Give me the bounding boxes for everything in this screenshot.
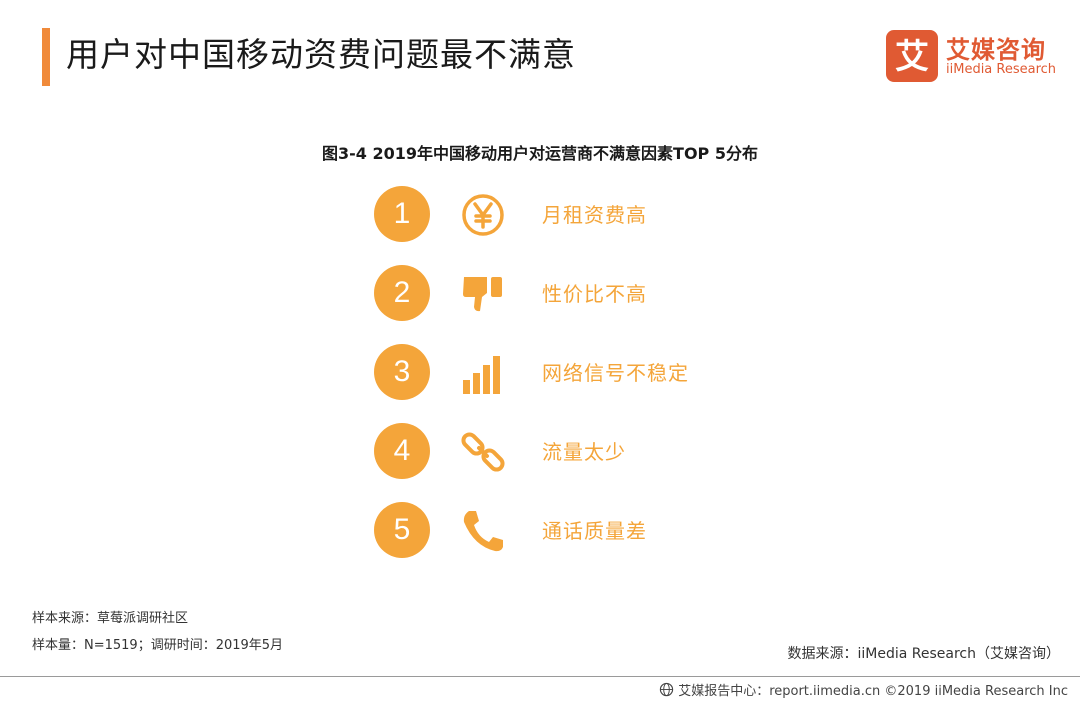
title-accent-bar <box>42 28 50 86</box>
footer-text: 艾媒报告中心：report.iimedia.cn ©2019 iiMedia R… <box>678 684 1068 699</box>
yen-coin-icon <box>462 194 504 236</box>
logo-mark-char: 艾 <box>895 37 929 77</box>
chain-link-icon <box>461 432 505 472</box>
factor-list: 1 月租资费高 2 性价比不高 3 网络信号不稳定 4 流量太少 <box>360 180 780 575</box>
factor-item: 1 月租资费高 <box>360 180 780 259</box>
logo-name-en: iiMedia Research <box>946 62 1057 77</box>
rank-badge: 3 <box>374 344 430 400</box>
logo-mark-icon: 艾 <box>886 30 938 82</box>
rank-badge: 1 <box>374 186 430 242</box>
sample-source-note: 样本来源：草莓派调研社区 <box>32 611 189 626</box>
factor-label: 通话质量差 <box>542 519 647 543</box>
iimedia-logo: 艾 艾媒咨询 iiMedia Research <box>886 28 1066 84</box>
rank-badge: 4 <box>374 423 430 479</box>
factor-label: 月租资费高 <box>542 203 647 227</box>
footer: 艾媒报告中心：report.iimedia.cn ©2019 iiMedia R… <box>659 680 1068 699</box>
rank-badge: 2 <box>374 265 430 321</box>
phone-handset-icon <box>463 511 503 552</box>
page-title: 用户对中国移动资费问题最不满意 <box>66 35 576 74</box>
factor-item: 5 通话质量差 <box>360 496 780 575</box>
logo-name-cn: 艾媒咨询 <box>946 36 1046 64</box>
globe-icon <box>660 682 674 697</box>
factor-item: 3 网络信号不稳定 <box>360 338 780 417</box>
sample-size-note: 样本量：N=1519；调研时间：2019年5月 <box>32 638 284 653</box>
figure-title: 图3-4 2019年中国移动用户对运营商不满意因素TOP 5分布 <box>322 144 758 163</box>
footer-divider <box>0 676 1080 677</box>
factor-label: 流量太少 <box>542 440 626 464</box>
factor-label: 性价比不高 <box>542 282 647 306</box>
factor-item: 2 性价比不高 <box>360 259 780 338</box>
thumbs-down-icon <box>463 277 502 312</box>
rank-badge: 5 <box>374 502 430 558</box>
signal-bars-icon <box>463 356 500 394</box>
data-source-note: 数据来源：iiMedia Research（艾媒咨询） <box>787 646 1061 662</box>
factor-item: 4 流量太少 <box>360 417 780 496</box>
factor-label: 网络信号不稳定 <box>542 361 689 385</box>
